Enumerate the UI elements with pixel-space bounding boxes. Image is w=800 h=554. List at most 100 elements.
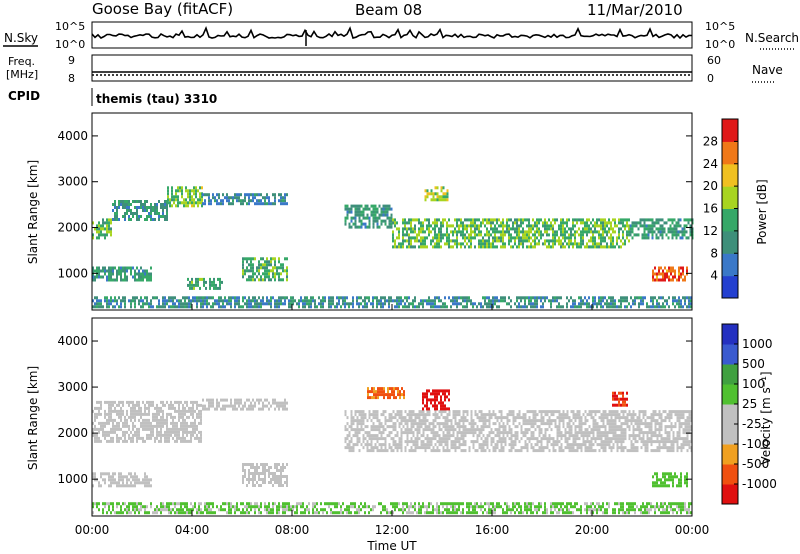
echo-cell <box>566 440 569 444</box>
echo-cell <box>148 421 150 425</box>
echo-cell <box>570 446 573 450</box>
echo-cell <box>180 421 182 425</box>
echo-cell <box>272 296 274 300</box>
echo-cell <box>356 434 359 438</box>
echo-cell <box>660 272 662 276</box>
echo-cell <box>678 410 681 414</box>
echo-cell <box>638 416 641 420</box>
echo-cell <box>532 227 534 231</box>
echo-cell <box>256 299 258 303</box>
echo-cell <box>252 296 254 300</box>
echo-cell <box>420 422 423 426</box>
echo-cell <box>368 299 370 303</box>
echo-cell <box>270 481 272 484</box>
echo-cell <box>146 400 148 404</box>
echo-cell <box>150 478 152 482</box>
echo-cell <box>496 299 498 303</box>
echo-cell <box>578 446 581 450</box>
echo-cell <box>144 478 146 482</box>
echo-cell <box>516 233 518 237</box>
echo-cell <box>464 245 466 249</box>
echo-cell <box>679 224 682 228</box>
echo-cell <box>614 422 617 426</box>
echo-cell <box>498 431 501 435</box>
echo-cell <box>144 203 146 206</box>
echo-cell <box>154 218 156 221</box>
echo-cell <box>500 410 503 414</box>
echo-cell <box>201 195 203 199</box>
echo-cell <box>172 403 174 407</box>
echo-cell <box>448 233 450 237</box>
echo-cell <box>280 404 282 408</box>
echo-cell <box>528 245 530 249</box>
echo-cell <box>378 225 381 229</box>
echo-cell <box>406 230 408 234</box>
echo-cell <box>534 221 536 225</box>
echo-cell <box>108 472 110 476</box>
echo-cell <box>637 233 640 237</box>
echo-cell <box>112 209 114 212</box>
echo-cell <box>630 440 633 444</box>
echo-cell <box>620 422 623 426</box>
echo-cell <box>128 215 130 218</box>
echo-cell <box>366 425 369 429</box>
echo-cell <box>496 218 498 222</box>
echo-cell <box>538 434 541 438</box>
echo-cell <box>130 406 132 410</box>
echo-cell <box>100 472 102 476</box>
echo-cell <box>672 269 674 273</box>
echo-cell <box>552 233 554 237</box>
echo-cell <box>452 434 455 438</box>
echo-cell <box>134 299 136 303</box>
echo-cell <box>220 398 222 402</box>
echo-cell <box>648 437 651 441</box>
echo-cell <box>642 302 644 306</box>
echo-cell <box>276 469 278 472</box>
echo-cell <box>132 484 134 488</box>
echo-cell <box>100 484 102 488</box>
echo-cell <box>108 412 110 416</box>
echo-cell <box>108 415 110 419</box>
echo-cell <box>570 233 572 237</box>
echo-cell <box>116 481 118 485</box>
echo-cell <box>366 225 369 229</box>
echo-cell <box>546 227 548 231</box>
echo-cell <box>148 406 150 410</box>
echo-cell <box>136 206 138 209</box>
echo-cell <box>348 210 351 214</box>
echo-cell <box>580 428 583 432</box>
echo-cell <box>166 433 168 437</box>
echo-cell <box>646 443 649 447</box>
echo-cell <box>240 202 242 206</box>
echo-cell <box>600 413 603 417</box>
echo-cell <box>322 296 324 300</box>
echo-cell <box>446 416 449 420</box>
echo-cell <box>678 296 680 300</box>
echo-cell <box>480 416 483 420</box>
echo-cell <box>444 305 446 309</box>
echo-cell <box>270 478 272 481</box>
echo-cell <box>286 275 288 279</box>
echo-cell <box>542 446 545 450</box>
echo-cell <box>188 409 190 413</box>
echo-cell <box>388 225 391 229</box>
echo-cell <box>372 437 375 441</box>
echo-cell <box>352 302 354 306</box>
echo-cell <box>384 416 387 420</box>
echo-cell <box>582 218 584 222</box>
echo-cell <box>428 302 430 306</box>
echo-cell <box>112 424 114 428</box>
echo-cell <box>574 419 577 423</box>
echo-cell <box>290 302 292 306</box>
echo-cell <box>406 431 409 435</box>
echo-cell <box>574 224 576 228</box>
echo-cell <box>534 449 537 453</box>
echo-cell <box>304 299 306 303</box>
echo-cell <box>440 186 443 190</box>
echo-cell <box>520 425 523 429</box>
echo-cell <box>440 413 443 417</box>
echo-cell <box>422 239 424 243</box>
echo-cell <box>400 446 403 450</box>
echo-cell <box>246 302 248 306</box>
echo-cell <box>418 230 420 234</box>
